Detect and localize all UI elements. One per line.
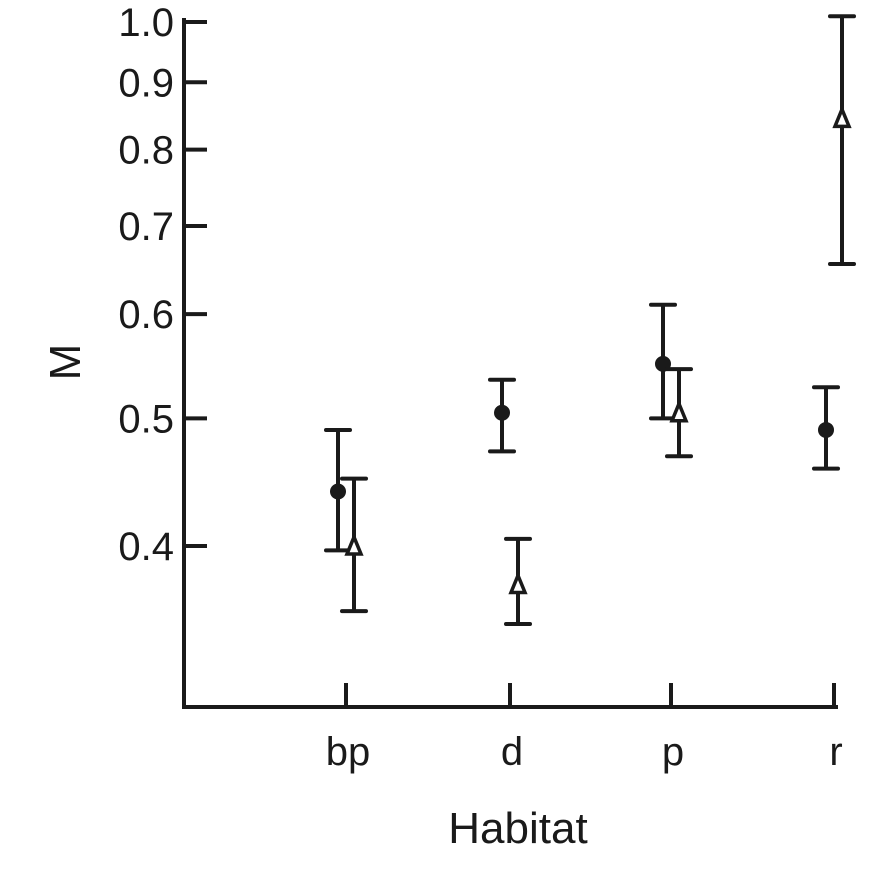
data-point-triangle	[669, 399, 689, 423]
series-circle	[324, 302, 840, 553]
x-tick-label: r	[829, 730, 842, 774]
y-tick-label: 0.7	[118, 205, 174, 249]
series-triangle	[340, 14, 856, 627]
data-point-triangle	[832, 104, 852, 129]
axes	[182, 18, 838, 709]
x-tick-label: d	[501, 730, 523, 774]
data-point-triangle	[508, 570, 528, 595]
data-point-circle	[494, 404, 510, 421]
y-tick-label: 1.0	[118, 1, 174, 45]
x-tick-label: bp	[326, 730, 371, 774]
data-point-triangle	[344, 532, 364, 556]
y-tick-label: 0.4	[118, 525, 174, 569]
y-tick-label: 0.6	[118, 293, 174, 337]
x-ticks: bp d p r	[326, 683, 843, 774]
data-point-circle	[330, 483, 346, 500]
y-axis-title: M	[41, 344, 90, 381]
x-tick-label: p	[662, 730, 684, 774]
y-tick-label: 0.8	[118, 129, 174, 173]
y-tick-label: 0.9	[118, 61, 174, 105]
x-axis-title: Habitat	[448, 804, 587, 853]
y-ticks: 0.4 0.5 0.6 0.7 0.8 0.9 1.0	[118, 1, 207, 569]
data-point-circle	[818, 421, 834, 438]
y-tick-label: 0.5	[118, 397, 174, 441]
data-series	[324, 14, 856, 627]
